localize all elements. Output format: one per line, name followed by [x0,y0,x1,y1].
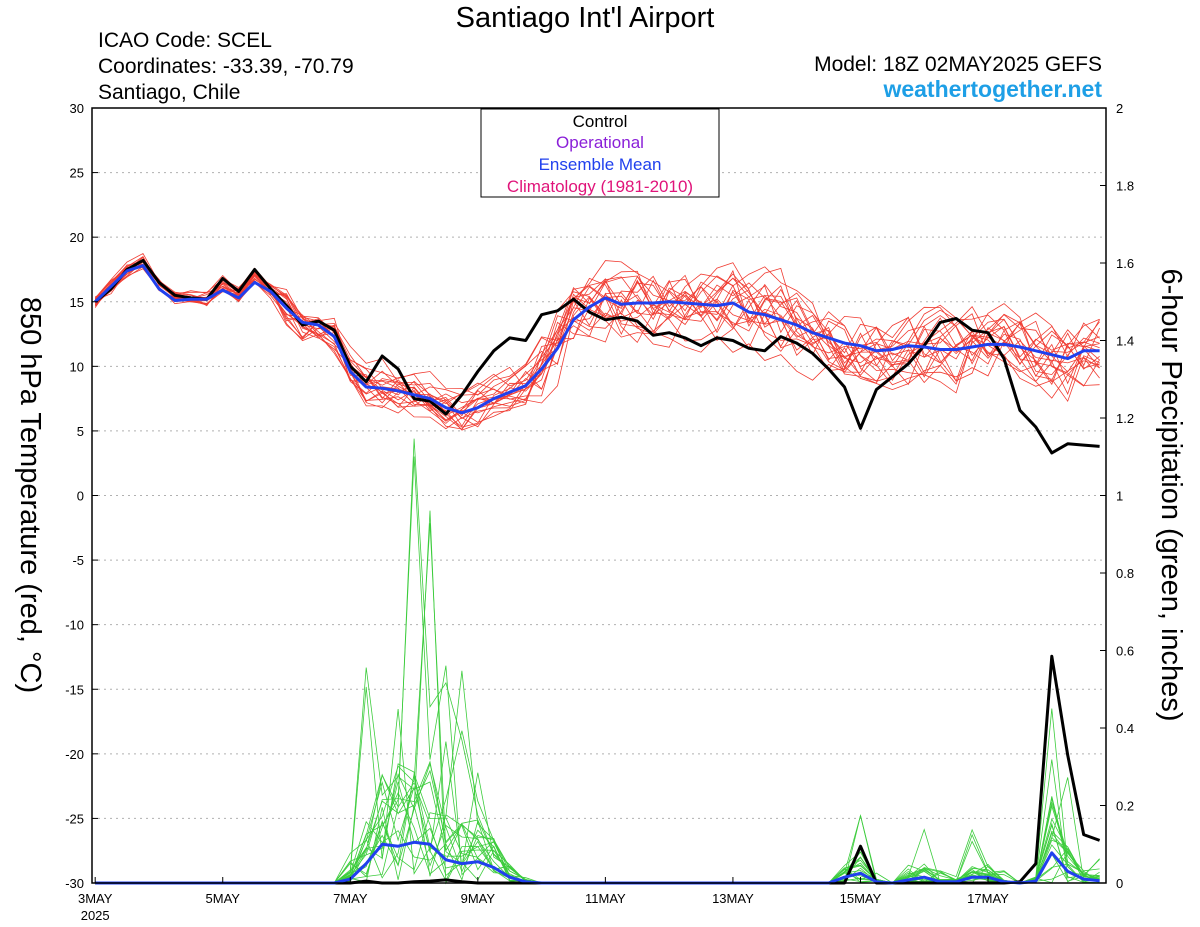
precip-member-line [95,510,1100,885]
y-right-tick-label: 1.6 [1116,256,1134,271]
precip-member-line [95,523,1100,884]
x-tick-label: 7MAY [333,891,368,906]
y-right-tick-label: 0.2 [1116,799,1134,814]
gridlines [92,172,1106,819]
y-left-tick-label: -5 [72,553,84,568]
y-right-tick-label: 0.4 [1116,721,1134,736]
x-tick-label: 9MAY [461,891,496,906]
axes: 302520151050-5-10-15-20-25-3021.81.61.41… [65,101,1134,923]
y-left-tick-label: -15 [65,682,84,697]
control-temperature-line [94,258,1100,455]
x-tick-label: 5MAY [206,891,241,906]
legend: Control Operational Ensemble Mean Climat… [480,108,720,198]
y-left-tick-label: 15 [70,295,84,310]
legend-operational: Operational [556,133,644,152]
precip-member-line [95,741,1100,884]
ensemble-mean-temperature-line [94,264,1100,415]
coordinates: Coordinates: -33.39, -70.79 [98,55,354,78]
y-right-tick-label: 0 [1116,876,1123,891]
legend-ensemble-mean: Ensemble Mean [539,155,662,174]
plot-frame [91,107,1107,884]
precip-member-line [95,762,1100,884]
precip-member-line [95,667,1100,884]
y-left-tick-label: 25 [70,166,84,181]
x-tick-label: 13MAY [712,891,754,906]
y-right-tick-label: 1.4 [1116,334,1134,349]
y-right-tick-label: 2 [1116,101,1123,116]
y-right-tick-label: 1.8 [1116,179,1134,194]
precip-member-line [95,772,1100,884]
y-left-tick-label: -10 [65,618,84,633]
precip-member-line [95,773,1100,884]
y-left-tick-label: -20 [65,747,84,762]
precip-member-line [95,791,1100,884]
precip-member-line [95,759,1100,884]
y-left-tick-label: 0 [77,489,84,504]
temp-member-line [94,260,1100,400]
precip-member-line [95,781,1100,884]
x-tick-year: 2025 [81,908,110,923]
x-tick-label: 11MAY [585,891,626,906]
y-right-tick-label: 1 [1116,489,1123,504]
precip-member-line [95,781,1100,884]
y-left-tick-label: 10 [70,359,84,374]
chart-title: Santiago Int'l Airport [455,2,715,34]
y-left-tick-label: 30 [70,101,84,116]
y-right-tick-label: 0.8 [1116,566,1134,581]
y-right-tick-label: 0.6 [1116,644,1134,659]
icao-code: ICAO Code: SCEL [98,29,272,52]
legend-climatology: Climatology (1981-2010) [507,177,693,196]
ensemble-members [94,252,1100,885]
precip-member-line [95,456,1100,884]
y-axis-right-label: 6-hour Precipitation (green, inches) [1155,269,1187,722]
y-right-tick-label: 1.2 [1116,411,1134,426]
y-left-tick-label: 5 [77,424,84,439]
x-tick-label: 15MAY [840,891,882,906]
precip-member-line [95,670,1100,884]
y-left-tick-label: -25 [65,811,84,826]
precip-member-line [95,763,1100,884]
site-link[interactable]: weathertogether.net [883,76,1102,102]
y-left-tick-label: 20 [70,230,84,245]
y-axis-left-label: 850 hPa Temperature (red, °C) [14,297,46,693]
location: Santiago, Chile [98,81,241,104]
control-precipitation-line [95,654,1101,885]
y-left-tick-label: -30 [65,876,84,891]
precip-member-line [95,760,1100,884]
precip-member-line [95,708,1100,884]
legend-control: Control [573,112,628,131]
temp-member-line [94,252,1100,421]
precip-member-line [95,438,1100,884]
x-tick-label: 3MAY [78,891,113,906]
x-tick-label: 17MAY [967,891,1009,906]
model-run: Model: 18Z 02MAY2025 GEFS [814,53,1102,76]
precip-member-line [95,686,1100,884]
